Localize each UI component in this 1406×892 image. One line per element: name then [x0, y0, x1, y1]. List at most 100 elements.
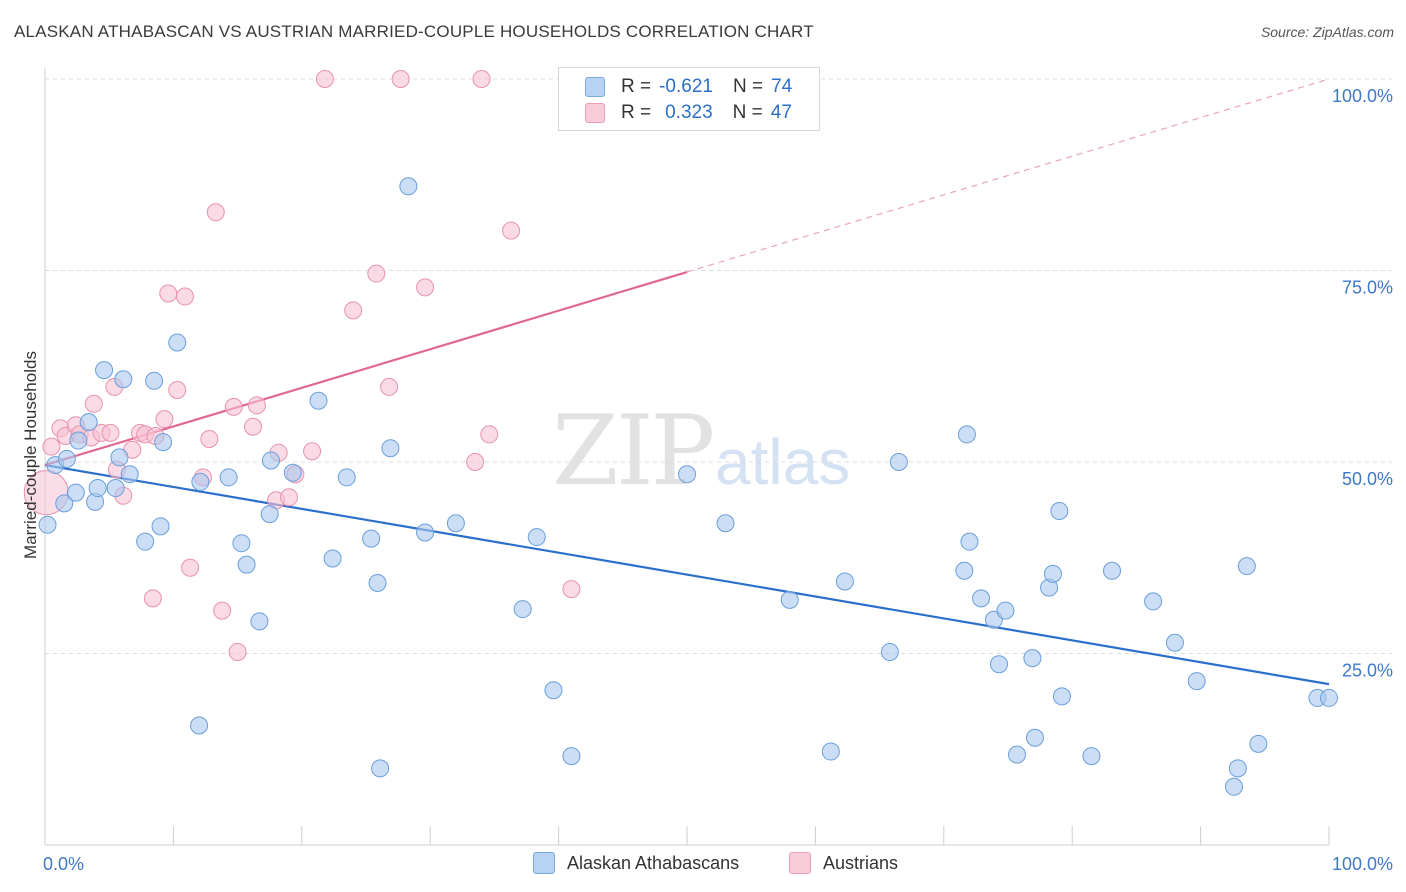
alaskan-point [69, 431, 88, 450]
axis-labels: 25.0% 50.0% 75.0% 100.0% 0.0% 100.0% Married-c… [21, 86, 1393, 874]
alaskan-point [381, 439, 400, 458]
austrians-point [42, 437, 61, 456]
austrians-point [344, 301, 363, 320]
alaskan-point [120, 465, 139, 484]
alaskan-point [527, 528, 546, 547]
alaskan-point [191, 472, 210, 491]
y-tick-label: 75.0% [1342, 278, 1393, 298]
alaskan-point [151, 517, 170, 536]
alaskan-point [260, 505, 279, 524]
alaskan-point [1007, 745, 1026, 764]
alaskan-point [821, 742, 840, 761]
austrians-point [181, 558, 200, 577]
alaskan-point [880, 642, 899, 661]
alaskan-point [283, 463, 302, 482]
legend-r-value: -0.621 [659, 76, 713, 97]
legend-r-label: R = [621, 102, 652, 123]
source-label: Source: ZipAtlas.com [1260, 24, 1394, 40]
austrians-point [480, 425, 499, 444]
legend-r-value: 0.323 [665, 102, 713, 123]
austrians-point [206, 203, 225, 222]
alaskan-point [136, 532, 155, 551]
y-axis-label: Married-couple Households [21, 351, 40, 559]
watermark-zip: ZIP [552, 395, 715, 507]
alaskan-point [323, 549, 342, 568]
alaskan-point [780, 590, 799, 609]
austrians-point [175, 287, 194, 306]
alaskan-point [219, 468, 238, 487]
austrians-point [84, 394, 103, 413]
legend-swatch-pink [585, 103, 605, 123]
alaskan-point [95, 361, 114, 380]
trend-lines [44, 78, 1330, 686]
alaskan-point [38, 515, 57, 534]
austrians-point [562, 580, 581, 599]
austrians-point [213, 601, 232, 620]
x-tick-label: 0.0% [43, 854, 84, 874]
alaskan-point [232, 534, 251, 553]
alaskan-point [362, 529, 381, 548]
alaskan-point [835, 572, 854, 591]
legend-n-label: N = [732, 76, 764, 97]
alaskan-point [716, 514, 735, 533]
alaskan-point [955, 561, 974, 580]
alaskan-point [88, 479, 107, 498]
alaskan-point [562, 747, 581, 766]
bottom-legend-label: Alaskan Athabascans [567, 852, 740, 873]
alaskan-point [513, 600, 532, 619]
alaskan-point [1023, 649, 1042, 668]
alaskan-point [190, 716, 209, 735]
stats-legend: R = -0.621 N = 74 R = 0.323 N = 47 [558, 67, 820, 131]
austrians-point [159, 284, 178, 303]
alaskan-point [446, 514, 465, 533]
alaskan-point [996, 601, 1015, 620]
alaskan-point [972, 589, 991, 608]
alaskan-point [1187, 672, 1206, 691]
alaskan-point [371, 759, 390, 778]
austrians-point [228, 642, 247, 661]
austrians-point [279, 488, 298, 507]
axes [44, 68, 1330, 846]
alaskan-point [250, 612, 269, 631]
x-tick-label: 100.0% [1332, 854, 1393, 874]
bottom-legend-label: Austrians [823, 852, 899, 873]
alaskan-point [237, 555, 256, 574]
alaskan-point [889, 453, 908, 471]
alaskan-point [106, 479, 125, 498]
bottom-legend-swatch-blue [533, 852, 555, 874]
alaskan-point [110, 448, 129, 467]
austrians-point [143, 589, 162, 608]
alaskan-point [168, 333, 187, 352]
austrians-point [155, 410, 174, 429]
alaskan-point [678, 465, 696, 484]
austrians-point [200, 430, 219, 449]
austrians-point [367, 264, 386, 283]
alaskan-point [55, 494, 74, 513]
alaskan-point [957, 425, 976, 444]
legend-n-value: 47 [770, 102, 792, 123]
alaskan-point [114, 370, 133, 389]
alaskan-point [57, 449, 76, 468]
alaskan-point [1043, 564, 1062, 583]
alaskan-athabascans-points [38, 177, 1338, 796]
austrians-point [244, 417, 263, 436]
alaskan-point [1103, 561, 1122, 580]
legend-swatch-blue [585, 77, 605, 97]
austrians-point [391, 70, 410, 88]
bottom-legend-swatch-pink [789, 852, 811, 874]
austrians-point [303, 442, 322, 461]
austrians-point [472, 70, 491, 88]
alaskan-point [1249, 734, 1268, 753]
y-tick-label: 50.0% [1342, 469, 1393, 489]
bottom-legend-alaskan: Alaskan Athabascans [533, 852, 739, 874]
alaskan-point [1320, 688, 1338, 707]
chart-title: ALASKAN ATHABASCAN VS AUSTRIAN MARRIED-C… [14, 22, 814, 41]
y-tick-label: 25.0% [1342, 661, 1393, 681]
alaskan-point [399, 177, 418, 196]
alaskan-point [79, 413, 98, 432]
alaskan-point [1082, 747, 1101, 766]
legend-n-label: N = [732, 102, 763, 123]
austrians-point [416, 278, 435, 297]
alaskan-point [1228, 759, 1247, 778]
